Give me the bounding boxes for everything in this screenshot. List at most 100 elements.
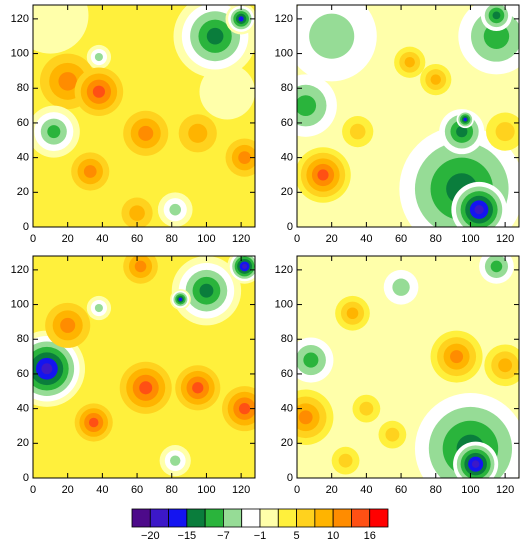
colorbar-label: −15 xyxy=(178,530,197,541)
x-tick-label: 100 xyxy=(461,484,479,496)
y-tick-label: 20 xyxy=(17,437,29,449)
y-tick-label: 100 xyxy=(275,47,293,59)
y-tick-label: 20 xyxy=(281,437,293,449)
x-tick-label: 120 xyxy=(232,233,250,245)
x-tick-label: 120 xyxy=(496,233,514,245)
contour-band xyxy=(450,350,464,364)
x-tick-label: 20 xyxy=(62,484,74,496)
contour-band xyxy=(492,11,501,20)
contour-band xyxy=(392,278,410,296)
contour-band xyxy=(129,205,145,221)
y-tick-label: 0 xyxy=(23,472,29,484)
contour-band xyxy=(359,401,374,416)
contour-band xyxy=(41,363,53,375)
y-tick-label: 100 xyxy=(11,47,29,59)
y-tick-label: 100 xyxy=(11,298,29,310)
colorbar-box xyxy=(332,508,352,528)
x-tick-label: 60 xyxy=(131,233,143,245)
contour-band xyxy=(338,453,353,468)
colorbar-box xyxy=(149,508,169,528)
y-tick-label: 120 xyxy=(275,264,293,276)
y-tick-label: 40 xyxy=(281,403,293,415)
contour-band xyxy=(139,381,153,395)
x-tick-label: 40 xyxy=(96,233,108,245)
contour-band xyxy=(134,260,147,273)
contour-band xyxy=(199,63,255,120)
x-tick-label: 40 xyxy=(360,484,372,496)
x-tick-label: 0 xyxy=(30,233,36,245)
contour-band xyxy=(92,85,105,98)
colorbar-box xyxy=(296,508,316,528)
colorbar-box xyxy=(314,508,334,528)
contour-band xyxy=(404,57,415,68)
contour-panel xyxy=(297,5,519,227)
x-tick-label: 60 xyxy=(131,484,143,496)
contour-band xyxy=(498,358,513,373)
colorbar-label: 16 xyxy=(364,530,376,541)
x-tick-label: 100 xyxy=(197,233,215,245)
contour-band xyxy=(188,123,208,143)
colorbar-box xyxy=(223,508,243,528)
x-tick-label: 120 xyxy=(232,484,250,496)
colorbar-box xyxy=(186,508,206,528)
contour-band xyxy=(60,317,76,333)
y-tick-label: 60 xyxy=(17,368,29,380)
contour-band xyxy=(206,27,224,45)
contour-band xyxy=(83,165,97,178)
contour-band xyxy=(169,203,181,216)
x-tick-label: 80 xyxy=(430,484,442,496)
contour-band xyxy=(47,125,61,139)
y-tick-label: 0 xyxy=(23,221,29,233)
x-tick-label: 40 xyxy=(96,484,108,496)
y-tick-label: 0 xyxy=(287,221,293,233)
x-tick-label: 40 xyxy=(360,233,372,245)
x-tick-label: 100 xyxy=(197,484,215,496)
contour-band xyxy=(349,123,366,140)
y-tick-label: 80 xyxy=(17,82,29,94)
contour-band xyxy=(94,52,103,62)
contour-band xyxy=(456,125,468,138)
colorbar-label: −20 xyxy=(141,530,160,541)
x-tick-label: 20 xyxy=(62,233,74,245)
contour-band xyxy=(430,74,441,85)
y-tick-label: 40 xyxy=(281,152,293,164)
colorbar-box xyxy=(369,508,389,528)
plot-frame xyxy=(32,255,256,479)
x-tick-label: 60 xyxy=(395,233,407,245)
x-tick-label: 60 xyxy=(395,484,407,496)
x-tick-label: 120 xyxy=(496,484,514,496)
x-tick-label: 20 xyxy=(326,484,338,496)
y-tick-label: 40 xyxy=(17,152,29,164)
colorbar-box xyxy=(351,508,371,528)
x-tick-label: 0 xyxy=(30,484,36,496)
y-tick-label: 120 xyxy=(275,13,293,25)
contour-band xyxy=(385,427,400,442)
contour-band xyxy=(471,460,480,468)
contour-band xyxy=(346,307,359,320)
contour-band xyxy=(88,417,99,428)
colorbar-box xyxy=(168,508,188,528)
contour-band xyxy=(474,205,484,215)
colorbar-box xyxy=(131,508,151,528)
x-tick-label: 0 xyxy=(294,484,300,496)
x-tick-label: 20 xyxy=(326,233,338,245)
x-tick-label: 100 xyxy=(461,233,479,245)
contour-band xyxy=(192,382,204,394)
x-tick-label: 80 xyxy=(430,233,442,245)
plot-frame xyxy=(296,255,520,479)
contour-band xyxy=(58,72,77,91)
contour-band xyxy=(309,13,355,59)
y-tick-label: 20 xyxy=(281,186,293,198)
contour-band xyxy=(483,23,510,49)
contour-panel xyxy=(33,5,255,227)
contour-band xyxy=(238,402,251,415)
plot-frame xyxy=(32,4,256,228)
colorbar-label: −1 xyxy=(254,530,267,541)
contour-band xyxy=(199,283,214,298)
y-tick-label: 60 xyxy=(281,368,293,380)
contour-band xyxy=(178,297,183,302)
contour-band xyxy=(495,122,515,142)
y-tick-label: 120 xyxy=(11,13,29,25)
y-tick-label: 80 xyxy=(281,82,293,94)
